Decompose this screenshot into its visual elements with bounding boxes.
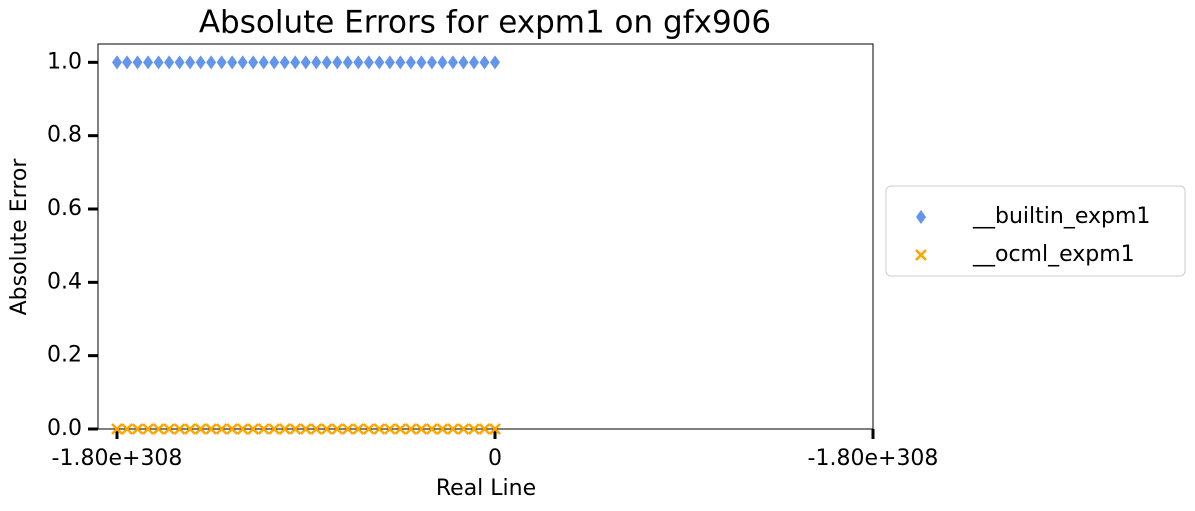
point	[394, 423, 407, 435]
point	[194, 423, 207, 435]
point	[163, 423, 175, 435]
point	[447, 55, 458, 70]
point	[132, 55, 143, 70]
x-tick-label: 0	[488, 446, 502, 471]
point	[300, 55, 311, 70]
point	[490, 55, 500, 70]
point	[247, 423, 260, 435]
point	[269, 55, 280, 70]
point	[121, 423, 133, 435]
point	[215, 423, 228, 435]
point	[142, 423, 154, 435]
point	[458, 55, 469, 70]
point	[426, 423, 438, 435]
point	[173, 423, 186, 435]
point	[362, 423, 375, 435]
point	[152, 423, 165, 435]
x-axis-label: Real Line	[436, 476, 536, 501]
point	[236, 423, 249, 435]
point	[395, 55, 406, 70]
point	[353, 55, 364, 70]
point	[131, 423, 144, 435]
point	[227, 55, 238, 70]
point	[384, 55, 395, 70]
point	[143, 55, 154, 70]
point	[278, 423, 291, 435]
legend-label: __builtin_expm1	[972, 204, 1150, 229]
point	[447, 423, 459, 435]
point	[174, 55, 185, 70]
point	[426, 55, 437, 70]
y-axis-label: Absolute Error	[7, 158, 32, 316]
point	[185, 55, 196, 70]
point	[320, 423, 333, 435]
point	[342, 55, 353, 70]
y-tick-label: 1.0	[47, 49, 82, 74]
point	[321, 55, 332, 70]
point	[111, 423, 123, 435]
point	[153, 55, 164, 70]
point	[468, 423, 480, 435]
point	[184, 423, 196, 435]
point	[405, 423, 417, 435]
point	[405, 55, 416, 70]
point	[195, 55, 206, 70]
point	[468, 55, 479, 70]
y-tick-label: 0.4	[47, 269, 82, 294]
point	[289, 423, 302, 435]
point	[374, 55, 385, 70]
point	[258, 55, 269, 70]
point	[290, 55, 301, 70]
point	[216, 55, 227, 70]
point	[437, 55, 448, 70]
point	[311, 55, 322, 70]
legend-label: __ocml_expm1	[972, 242, 1135, 267]
point	[164, 55, 175, 70]
point	[332, 55, 343, 70]
point	[415, 423, 428, 435]
point	[478, 423, 491, 435]
point	[112, 55, 122, 70]
plot-frame	[97, 43, 874, 430]
point	[352, 423, 365, 435]
legend-box	[885, 185, 1186, 277]
x-tick-label: -1.80e+308	[52, 446, 183, 471]
y-tick-label: 0.8	[47, 123, 82, 148]
point	[279, 55, 290, 70]
point	[122, 55, 133, 70]
point	[206, 55, 217, 70]
point	[248, 55, 259, 70]
chart-title: Absolute Errors for expm1 on gfx906	[199, 5, 771, 41]
point	[331, 423, 344, 435]
point	[268, 423, 281, 435]
y-tick-label: 0.0	[47, 416, 82, 441]
y-tick-label: 0.6	[47, 196, 82, 221]
point	[436, 423, 449, 435]
point	[257, 423, 270, 435]
legend-marker	[916, 210, 926, 224]
point	[310, 423, 323, 435]
point	[479, 55, 490, 70]
point	[363, 55, 374, 70]
point	[237, 55, 248, 70]
point	[205, 423, 218, 435]
point	[341, 423, 354, 435]
point	[489, 423, 501, 435]
point	[416, 55, 427, 70]
point	[226, 423, 239, 435]
point	[457, 423, 470, 435]
point	[373, 423, 386, 435]
x-tick-label: -1.80e+308	[808, 446, 939, 471]
legend-marker	[915, 249, 927, 261]
point	[299, 423, 312, 435]
y-tick-label: 0.2	[47, 343, 82, 368]
point	[383, 423, 396, 435]
